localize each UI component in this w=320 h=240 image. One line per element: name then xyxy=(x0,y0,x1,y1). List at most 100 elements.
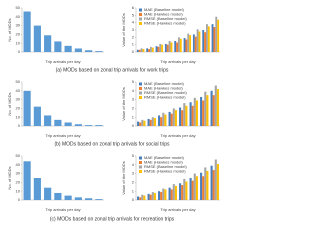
bar xyxy=(168,111,171,126)
y-tick-label: 30 xyxy=(16,97,21,102)
bar xyxy=(148,49,150,52)
bar xyxy=(179,183,182,200)
bar xyxy=(151,47,154,52)
bar xyxy=(187,33,190,52)
bar xyxy=(153,118,156,126)
bar xyxy=(160,117,163,126)
bar xyxy=(210,165,213,200)
y-tick-label: 0 xyxy=(132,49,135,54)
bar xyxy=(168,187,171,200)
bar xyxy=(172,108,175,126)
y-tick-label: 4 xyxy=(132,88,135,93)
bar xyxy=(136,49,139,52)
y-tick-label: 4 xyxy=(132,20,135,25)
bar xyxy=(85,198,93,200)
bar xyxy=(142,49,145,52)
y-tick-label: 40 xyxy=(16,14,21,19)
bar xyxy=(150,46,152,52)
bar xyxy=(160,192,163,200)
bar xyxy=(179,38,182,52)
bar xyxy=(23,161,31,200)
y-tick-label: 2 xyxy=(132,105,135,110)
y-tick-label: 1 xyxy=(132,42,135,47)
y-axis-label: No. of MODs xyxy=(7,18,12,41)
y-axis-label: Value of the MODs xyxy=(121,87,126,121)
bar xyxy=(183,38,186,52)
y-tick-label: 20 xyxy=(16,179,21,184)
bar xyxy=(206,24,208,52)
bar xyxy=(216,89,219,126)
x-axis-label: Trip arrivals per day xyxy=(45,133,80,138)
legend-swatch xyxy=(139,165,142,169)
bar xyxy=(74,48,82,52)
bar xyxy=(137,196,140,200)
bar xyxy=(211,24,214,52)
bar xyxy=(214,159,217,200)
y-tick-label: 0 xyxy=(18,123,21,128)
bar xyxy=(202,30,205,52)
x-axis-label: Trip arrivals per day xyxy=(160,59,195,64)
bar xyxy=(158,191,161,200)
legend-swatch xyxy=(139,170,142,173)
bar xyxy=(178,37,180,52)
bar xyxy=(54,192,62,200)
bar xyxy=(202,176,205,200)
y-tick-label: 5 xyxy=(132,79,135,84)
bar xyxy=(204,32,206,52)
bar xyxy=(159,43,162,52)
bar xyxy=(137,121,140,126)
bar xyxy=(74,197,82,200)
legend-label: MAE (Hawkes model) xyxy=(144,12,183,17)
bar xyxy=(162,112,165,126)
bar xyxy=(147,193,150,200)
y-tick-label: 2 xyxy=(132,179,135,184)
bar xyxy=(44,35,52,52)
bar xyxy=(172,184,175,200)
bar xyxy=(157,46,160,52)
bar xyxy=(189,102,192,126)
bar xyxy=(64,122,72,126)
bar xyxy=(183,103,186,126)
bar xyxy=(164,189,167,200)
legend-label: MAE (Hawkes model) xyxy=(144,86,183,91)
bar xyxy=(164,43,167,52)
y-tick-label: 2 xyxy=(132,34,135,39)
bar xyxy=(200,172,203,200)
bar xyxy=(33,106,41,126)
bar xyxy=(185,39,188,52)
x-axis-label: Trip arrivals per day xyxy=(160,207,195,212)
bar xyxy=(185,105,188,126)
bar xyxy=(153,192,156,200)
y-tick-label: 0 xyxy=(18,197,21,202)
bar xyxy=(206,170,209,200)
bar xyxy=(181,185,184,200)
legend-swatch xyxy=(139,82,142,86)
y-tick-label: 10 xyxy=(16,114,21,119)
bar xyxy=(85,125,93,126)
bar xyxy=(141,119,144,126)
bar xyxy=(202,100,205,126)
bar xyxy=(147,118,150,126)
bar xyxy=(74,124,82,126)
bar xyxy=(44,187,52,200)
legend-swatch xyxy=(139,87,142,90)
y-tick-label: 50 xyxy=(16,153,21,158)
y-tick-label: 0 xyxy=(18,49,21,54)
bar xyxy=(85,50,93,52)
y-axis-label: Value of the MODs xyxy=(121,13,126,47)
y-tick-label: 0 xyxy=(132,123,135,128)
bar xyxy=(214,85,217,126)
bar xyxy=(207,26,210,52)
bar xyxy=(166,44,169,52)
caption: (c) MODs based on zonal trip arrivals fo… xyxy=(50,216,175,222)
legend-label: MAE (Baseline model) xyxy=(144,7,184,12)
legend-swatch xyxy=(139,13,142,16)
bar xyxy=(193,173,196,200)
y-tick-label: 1 xyxy=(132,188,135,193)
bar xyxy=(191,105,194,126)
y-axis-label: No. of MODs xyxy=(7,92,12,115)
bar xyxy=(195,176,198,200)
y-tick-label: 40 xyxy=(16,162,21,167)
bar xyxy=(206,95,209,126)
legend-swatch xyxy=(139,22,142,25)
